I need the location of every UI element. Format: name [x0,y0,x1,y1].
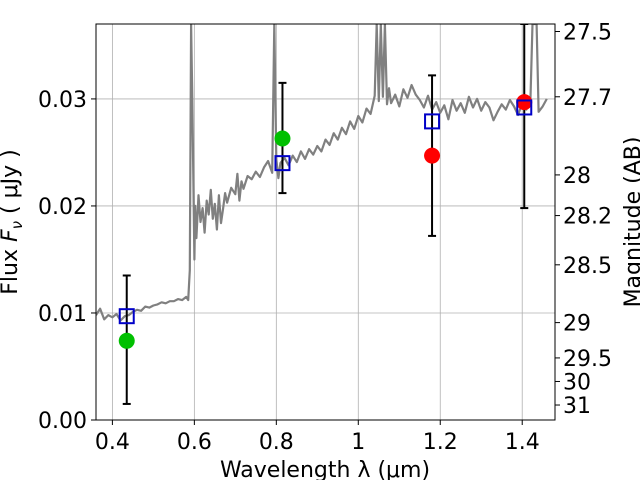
x-tick-label: 0.6 [177,430,212,455]
y-tick-label: 0.03 [38,88,87,113]
x-tick-label: 1 [351,430,365,455]
y-tick-label: 0.02 [38,195,87,220]
x-tick-label: 0.8 [259,430,294,455]
spectrum-line [96,24,548,322]
circle-marker [118,332,135,349]
y2-tick-label: 28.5 [563,254,612,279]
x-tick-label: 1.2 [423,430,458,455]
y2-tick-label: 28 [563,164,591,189]
y-tick-label: 0.00 [38,409,87,434]
square-marker [274,155,291,172]
y2-tick-label: 28.2 [563,205,612,230]
y2-tick-label: 29 [563,312,591,337]
y2-tick-label: 29.5 [563,347,612,372]
circle-marker [424,147,441,164]
circle-marker [274,130,291,147]
y2-tick-label: 31 [563,394,591,419]
x-axis-label: Wavelength λ (μm) [220,458,430,480]
x-tick-label: 0.4 [95,430,130,455]
y2-axis-label: Magnitude (AB) [621,137,640,308]
circle-marker [516,94,533,111]
y-axis-label-subscript: ν [8,221,26,229]
square-marker [424,113,441,130]
square-marker [118,308,135,325]
plot-data [96,24,548,405]
square-marker [516,99,533,116]
y-axis-label-symbol: F [0,229,23,242]
y2-tick-label: 30 [563,370,591,395]
plot-frame [95,23,556,421]
ticks: 0.4 0.6 0.8 1 1.2 1.4 0.00 0.01 0.02 0.03 27.5 27.7… [38,20,612,455]
y2-tick-label: 27.5 [563,20,612,45]
y2-tick-label: 27.7 [563,86,612,111]
y-axis-label-prefix: Flux [0,242,23,295]
x-tick-label: 1.4 [505,430,540,455]
y-axis-label-suffix: ( μJy ) [0,149,23,221]
y-tick-label: 0.01 [38,302,87,327]
grid [96,24,555,421]
y-axis-label: Flux Fν ( μJy ) [0,149,26,294]
